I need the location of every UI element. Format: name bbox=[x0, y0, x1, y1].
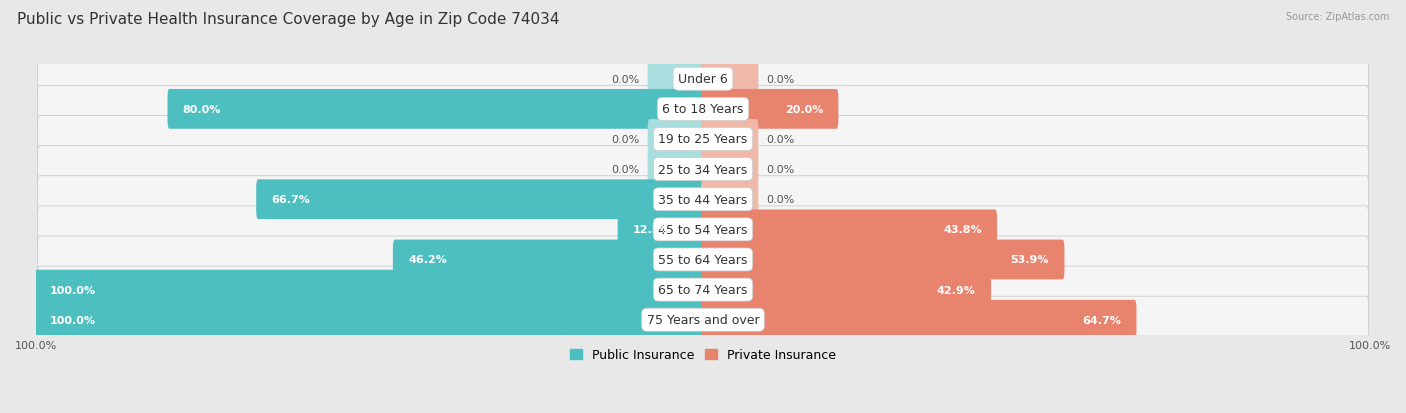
FancyBboxPatch shape bbox=[34, 300, 704, 340]
FancyBboxPatch shape bbox=[702, 300, 1136, 340]
FancyBboxPatch shape bbox=[38, 266, 1368, 313]
FancyBboxPatch shape bbox=[38, 236, 1368, 283]
Text: 12.5%: 12.5% bbox=[633, 225, 672, 235]
Text: 25 to 34 Years: 25 to 34 Years bbox=[658, 163, 748, 176]
Text: 0.0%: 0.0% bbox=[766, 135, 794, 145]
FancyBboxPatch shape bbox=[38, 297, 1368, 343]
Text: 0.0%: 0.0% bbox=[766, 75, 794, 85]
FancyBboxPatch shape bbox=[38, 176, 1368, 223]
Text: Public vs Private Health Insurance Coverage by Age in Zip Code 74034: Public vs Private Health Insurance Cover… bbox=[17, 12, 560, 27]
FancyBboxPatch shape bbox=[617, 210, 704, 249]
FancyBboxPatch shape bbox=[702, 90, 838, 129]
Text: 6 to 18 Years: 6 to 18 Years bbox=[662, 103, 744, 116]
Text: 75 Years and over: 75 Years and over bbox=[647, 313, 759, 326]
FancyBboxPatch shape bbox=[38, 56, 1368, 103]
FancyBboxPatch shape bbox=[702, 150, 758, 190]
FancyBboxPatch shape bbox=[38, 146, 1368, 193]
Text: 80.0%: 80.0% bbox=[183, 104, 221, 114]
FancyBboxPatch shape bbox=[648, 120, 704, 159]
FancyBboxPatch shape bbox=[38, 206, 1368, 253]
FancyBboxPatch shape bbox=[648, 60, 704, 100]
Text: 0.0%: 0.0% bbox=[612, 75, 640, 85]
FancyBboxPatch shape bbox=[702, 270, 991, 310]
Text: 0.0%: 0.0% bbox=[612, 135, 640, 145]
FancyBboxPatch shape bbox=[38, 116, 1368, 163]
FancyBboxPatch shape bbox=[392, 240, 704, 280]
Legend: Public Insurance, Private Insurance: Public Insurance, Private Insurance bbox=[565, 344, 841, 367]
Text: 100.0%: 100.0% bbox=[49, 315, 96, 325]
Text: 42.9%: 42.9% bbox=[936, 285, 976, 295]
Text: 43.8%: 43.8% bbox=[943, 225, 981, 235]
Text: 35 to 44 Years: 35 to 44 Years bbox=[658, 193, 748, 206]
FancyBboxPatch shape bbox=[702, 120, 758, 159]
Text: 20.0%: 20.0% bbox=[785, 104, 823, 114]
FancyBboxPatch shape bbox=[648, 150, 704, 190]
FancyBboxPatch shape bbox=[34, 270, 704, 310]
Text: 19 to 25 Years: 19 to 25 Years bbox=[658, 133, 748, 146]
FancyBboxPatch shape bbox=[256, 180, 704, 220]
FancyBboxPatch shape bbox=[702, 210, 997, 249]
Text: 100.0%: 100.0% bbox=[49, 285, 96, 295]
Text: 66.7%: 66.7% bbox=[271, 195, 311, 205]
Text: 0.0%: 0.0% bbox=[766, 195, 794, 205]
Text: 0.0%: 0.0% bbox=[612, 165, 640, 175]
Text: Source: ZipAtlas.com: Source: ZipAtlas.com bbox=[1285, 12, 1389, 22]
Text: 0.0%: 0.0% bbox=[766, 165, 794, 175]
Text: 64.7%: 64.7% bbox=[1083, 315, 1121, 325]
FancyBboxPatch shape bbox=[38, 86, 1368, 133]
FancyBboxPatch shape bbox=[702, 240, 1064, 280]
Text: 65 to 74 Years: 65 to 74 Years bbox=[658, 283, 748, 297]
FancyBboxPatch shape bbox=[702, 180, 758, 220]
Text: 55 to 64 Years: 55 to 64 Years bbox=[658, 253, 748, 266]
FancyBboxPatch shape bbox=[167, 90, 704, 129]
FancyBboxPatch shape bbox=[702, 60, 758, 100]
Text: 45 to 54 Years: 45 to 54 Years bbox=[658, 223, 748, 236]
Text: 46.2%: 46.2% bbox=[408, 255, 447, 265]
Text: Under 6: Under 6 bbox=[678, 73, 728, 86]
Text: 53.9%: 53.9% bbox=[1011, 255, 1049, 265]
